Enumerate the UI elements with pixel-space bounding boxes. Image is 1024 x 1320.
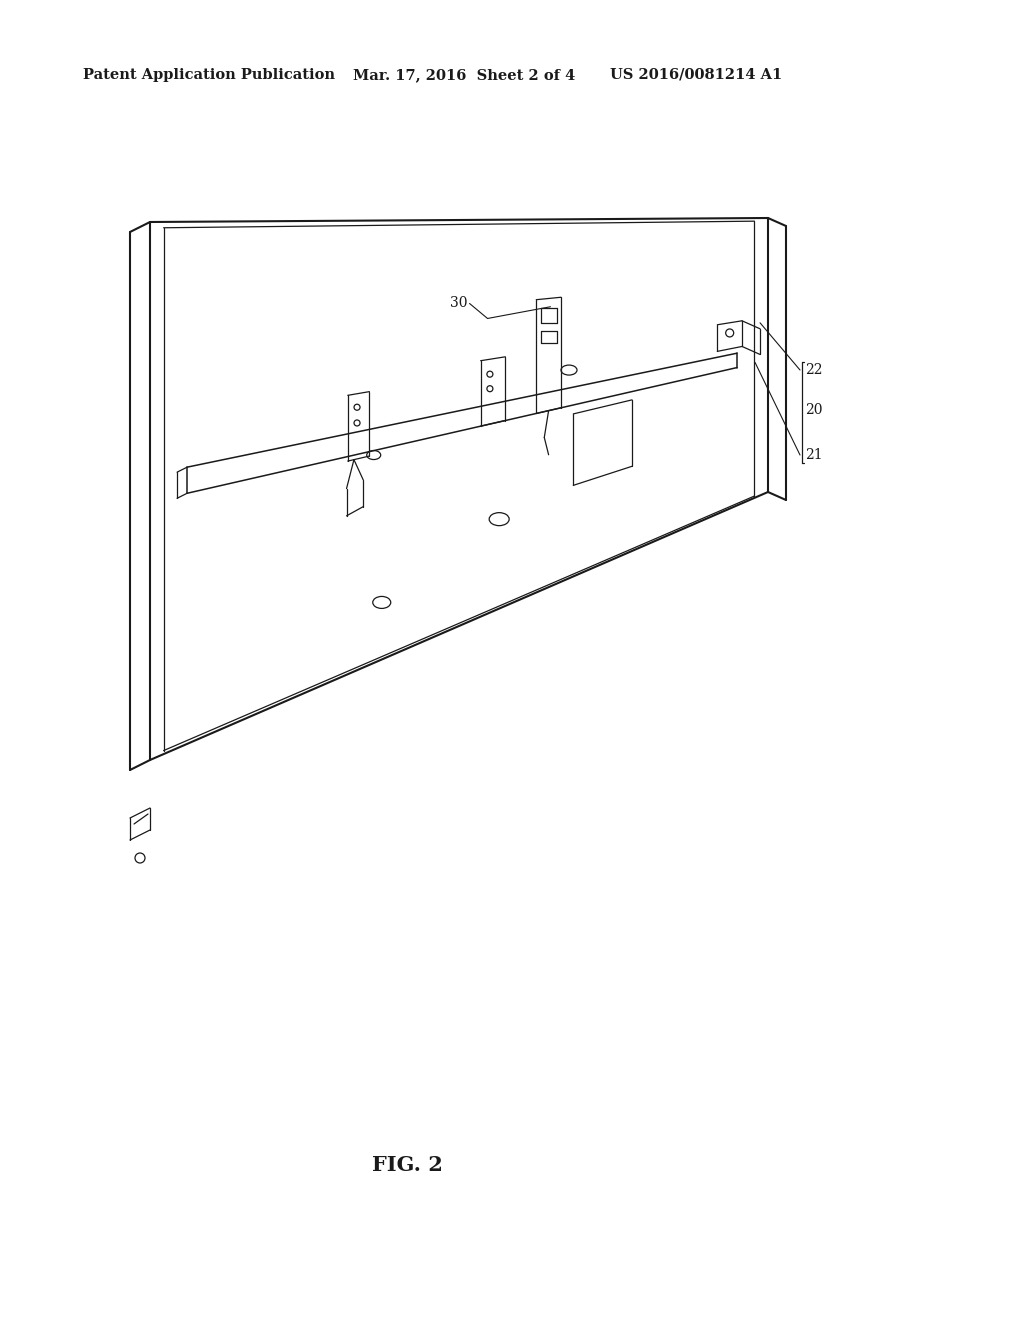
Text: US 2016/0081214 A1: US 2016/0081214 A1 xyxy=(610,69,782,82)
Text: Mar. 17, 2016  Sheet 2 of 4: Mar. 17, 2016 Sheet 2 of 4 xyxy=(353,69,575,82)
Text: 21: 21 xyxy=(805,447,822,462)
Text: 20: 20 xyxy=(805,403,822,417)
Text: 30: 30 xyxy=(450,297,468,310)
Text: FIG. 2: FIG. 2 xyxy=(372,1155,442,1175)
Text: Patent Application Publication: Patent Application Publication xyxy=(83,69,335,82)
Text: 22: 22 xyxy=(805,363,822,378)
